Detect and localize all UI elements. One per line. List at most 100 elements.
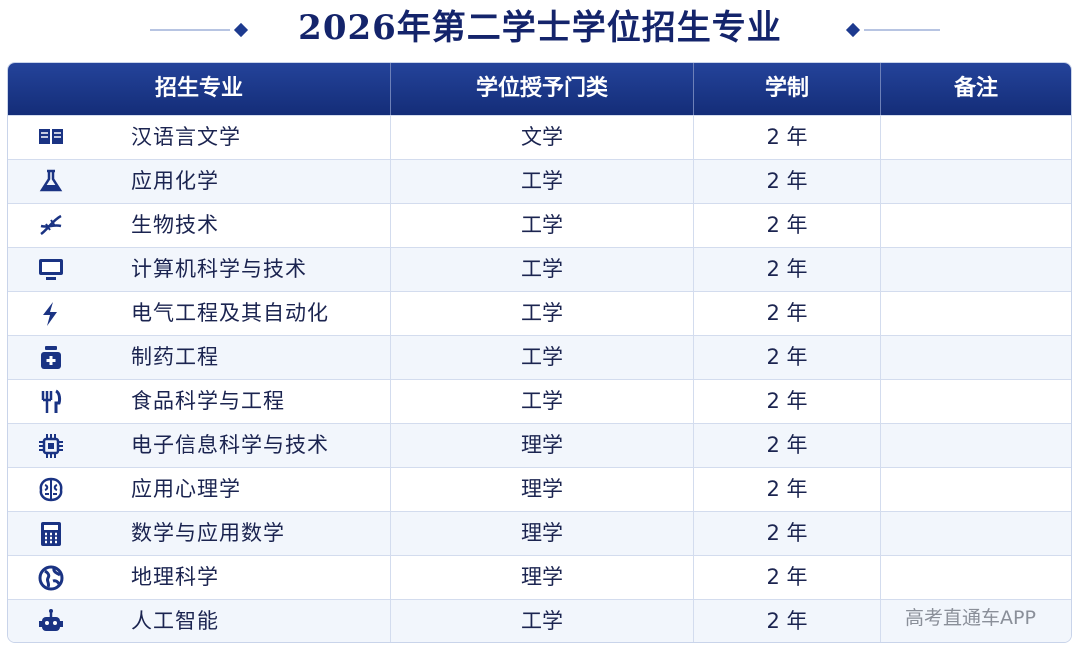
cell-text: 工学 <box>521 213 563 237</box>
table-cell: 工学 <box>391 600 694 642</box>
table-cell: 2 年 <box>694 204 881 247</box>
table-cell: 文学 <box>391 116 694 159</box>
cell-text: 汉语言文学 <box>131 125 241 149</box>
major-icon <box>41 389 62 413</box>
title: 2026年第二学士学位招生专业 <box>298 8 782 48</box>
table-cell: 2 年 <box>694 600 881 642</box>
table-cell: 应用心理学 <box>8 468 391 511</box>
table-cell: 制药工程 <box>8 336 391 379</box>
table-cell: 计算机科学与技术 <box>8 248 391 291</box>
table-cell: 人工智能 <box>8 600 391 642</box>
table-cell <box>881 336 1071 379</box>
table-row: 汉语言文学 文学 2 年 <box>8 115 1071 159</box>
cell-text: 理学 <box>521 521 563 545</box>
cell-text: 工学 <box>521 345 563 369</box>
table-cell: 汉语言文学 <box>8 116 391 159</box>
cell-text: 2 年 <box>766 125 808 149</box>
table-cell: 工学 <box>391 204 694 247</box>
cell-text: 文学 <box>521 125 563 149</box>
cell-text: 理学 <box>521 565 563 589</box>
table-row: 应用化学 工学 2 年 <box>8 159 1071 203</box>
watermark: 高考直通车APP <box>905 607 1036 629</box>
cell-text: 2 年 <box>766 609 808 633</box>
table-cell: 理学 <box>391 424 694 467</box>
major-icon <box>43 302 57 326</box>
table-cell: 理学 <box>391 512 694 555</box>
major-icon <box>39 477 63 502</box>
cell-text: 2 年 <box>766 169 808 193</box>
table-cell: 数学与应用数学 <box>8 512 391 555</box>
major-icon <box>39 609 63 631</box>
table-row: 电子信息科学与技术 理学 2 年 <box>8 423 1071 467</box>
cell-text: 生物技术 <box>131 213 219 237</box>
cell-text: 工学 <box>521 389 563 413</box>
cell-text: 理学 <box>521 477 563 501</box>
table-cell: 工学 <box>391 292 694 335</box>
table-cell: 工学 <box>391 160 694 203</box>
cell-text: 工学 <box>521 257 563 281</box>
table-cell: 2 年 <box>694 556 881 599</box>
table-cell: 2 年 <box>694 336 881 379</box>
cell-text: 2 年 <box>766 301 808 325</box>
table-row: 数学与应用数学 理学 2 年 <box>8 511 1071 555</box>
table-cell: 工学 <box>391 336 694 379</box>
header-cell: 备注 <box>953 76 998 101</box>
cell-text: 2 年 <box>766 521 808 545</box>
table-row: 电气工程及其自动化 工学 2 年 <box>8 291 1071 335</box>
major-icon <box>40 214 62 236</box>
table-cell <box>881 116 1071 159</box>
header-cell: 学制 <box>694 63 881 115</box>
cell-text: 数学与应用数学 <box>131 521 285 545</box>
cell-text: 应用化学 <box>131 169 219 193</box>
major-icon <box>39 434 63 458</box>
table-cell: 理学 <box>391 468 694 511</box>
major-icon <box>39 129 63 144</box>
header-cell: 学位授予门类 <box>391 63 694 115</box>
cell-text: 2 年 <box>766 213 808 237</box>
major-icon <box>39 259 63 280</box>
cell-text: 人工智能 <box>131 609 219 633</box>
deco-diamond <box>845 22 861 38</box>
cell-text: 工学 <box>521 169 563 193</box>
table-row: 食品科学与工程 工学 2 年 <box>8 379 1071 423</box>
cell-text: 2 年 <box>766 345 808 369</box>
table-row: 计算机科学与技术 工学 2 年 <box>8 247 1071 291</box>
cell-text: 2 年 <box>766 389 808 413</box>
table-cell: 工学 <box>391 248 694 291</box>
table: 招生专业 学位授予门类 学制 备注 汉语言文学 文学 2 年应用化学 工学 2 年生物技术 工学 2… <box>7 62 1072 643</box>
cell-text: 制药工程 <box>131 345 219 369</box>
table-row: 地理科学 理学 2 年 <box>8 555 1071 599</box>
cell-text: 2 年 <box>766 477 808 501</box>
table-cell: 电子信息科学与技术 <box>8 424 391 467</box>
table-cell: 2 年 <box>694 248 881 291</box>
title-decoration <box>150 22 940 38</box>
table-cell: 地理科学 <box>8 556 391 599</box>
table-cell: 电气工程及其自动化 <box>8 292 391 335</box>
cell-text: 食品科学与工程 <box>131 389 285 413</box>
table-cell: 2 年 <box>694 380 881 423</box>
table-cell: 理学 <box>391 556 694 599</box>
table-cell: 2 年 <box>694 468 881 511</box>
table-cell: 应用化学 <box>8 160 391 203</box>
cell-text: 电子信息科学与技术 <box>131 433 329 457</box>
table-cell <box>881 380 1071 423</box>
header-cell: 招生专业 <box>8 63 391 115</box>
table-cell: 2 年 <box>694 292 881 335</box>
cell-text: 理学 <box>521 433 563 457</box>
cell-text: 计算机科学与技术 <box>131 257 307 281</box>
table-cell <box>881 468 1071 511</box>
table-cell <box>881 160 1071 203</box>
table-cell <box>881 424 1071 467</box>
table-row: 制药工程 工学 2 年 <box>8 335 1071 379</box>
cell-text: 工学 <box>521 301 563 325</box>
major-icon <box>39 169 63 192</box>
table-cell: 食品科学与工程 <box>8 380 391 423</box>
table-cell <box>881 292 1071 335</box>
cell-text: 2 年 <box>766 257 808 281</box>
table-row: 人工智能 工学 2 年 <box>8 599 1071 642</box>
table-cell <box>881 556 1071 599</box>
header-row: 招生专业 学位授予门类 学制 备注 <box>8 63 1071 115</box>
table-row: 应用心理学 理学 2 年 <box>8 467 1071 511</box>
table-cell: 2 年 <box>694 116 881 159</box>
